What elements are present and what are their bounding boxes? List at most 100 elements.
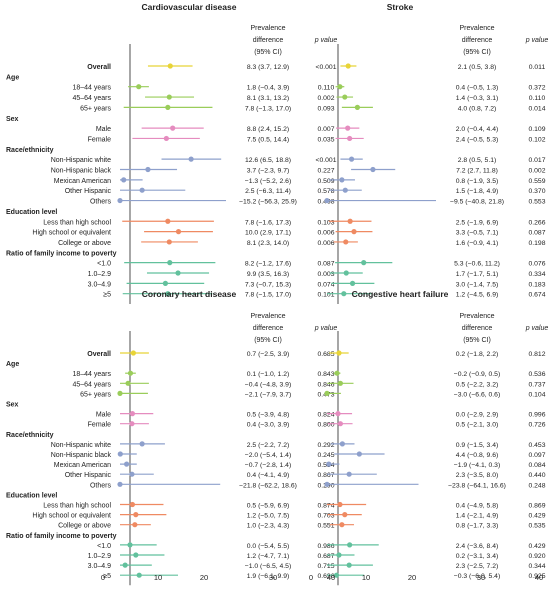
- point-estimate: [336, 552, 342, 558]
- point-estimate: [129, 501, 136, 508]
- p-value: 0.183: [528, 281, 545, 288]
- x-tick-label: 30: [269, 573, 277, 582]
- row-label: 3.0–4.9: [88, 281, 111, 288]
- p-value: <0.001: [316, 64, 337, 71]
- ci-value: 7.2 (2.7, 11.8): [456, 168, 498, 175]
- point-estimate: [121, 177, 127, 183]
- x-tick-label: 20: [200, 573, 208, 582]
- ci-header: difference: [253, 37, 284, 44]
- ci-value: 2.5 (−2.2, 7.2): [247, 442, 290, 449]
- row-label: Non-Hispanic white: [51, 157, 111, 164]
- p-value: 0.846: [317, 381, 334, 388]
- p-value-header: p value: [525, 37, 549, 44]
- point-estimate: [346, 471, 352, 477]
- point-estimate: [163, 135, 169, 142]
- p-value: 0.715: [317, 563, 334, 570]
- panel-title: Congestive heart failure: [352, 289, 449, 299]
- row-label: Other Hispanic: [65, 188, 112, 195]
- ci-value: −23.8 (−64.1, 16.6): [448, 482, 506, 489]
- point-estimate: [341, 291, 347, 297]
- point-estimate: [337, 84, 343, 90]
- p-value: 0.014: [528, 105, 545, 112]
- ci-header: Prevalence: [250, 313, 285, 320]
- point-estimate: [324, 390, 330, 396]
- ci-value: 4.4 (−0.8, 9.6): [456, 452, 499, 459]
- ci-header: difference: [462, 37, 493, 44]
- ci-value: 2.4 (−3.6, 8.4): [456, 543, 499, 550]
- p-value: 0.011: [529, 64, 546, 71]
- point-estimate: [122, 562, 128, 568]
- point-estimate: [351, 229, 357, 235]
- p-value: 0.370: [528, 188, 545, 195]
- point-estimate: [339, 522, 345, 528]
- point-estimate: [334, 370, 340, 376]
- ci-value: 2.8 (0.5, 5.1): [458, 157, 497, 164]
- p-value: 0.726: [528, 422, 545, 429]
- p-value: 0.703: [317, 513, 334, 520]
- point-estimate: [117, 451, 123, 457]
- panel-title: Coronary heart disease: [142, 289, 237, 299]
- p-value: 0.867: [317, 472, 334, 479]
- p-value: 0.003: [317, 271, 334, 278]
- row-label: Overall: [87, 64, 111, 71]
- group-header-label: Ratio of family income to poverty: [6, 533, 117, 540]
- ci-value: 1.6 (−0.9, 4.1): [456, 240, 499, 247]
- point-estimate: [133, 511, 139, 518]
- p-value: 0.551: [317, 523, 334, 530]
- ci-value: 5.3 (−0.6, 11.2): [454, 261, 500, 268]
- ci-value: 3.0 (−1.4, 7.5): [456, 281, 499, 288]
- point-estimate: [324, 197, 330, 204]
- row-label: Others: [90, 482, 112, 489]
- point-estimate: [335, 411, 341, 417]
- ci-value: 2.3 (−3.5, 8.0): [456, 472, 499, 479]
- x-tick-label: 40: [535, 573, 543, 582]
- row-label: Non-Hispanic black: [51, 452, 112, 459]
- ci-value: −1.9 (−4.1, 0.3): [454, 462, 500, 469]
- x-tick-label: 0: [309, 573, 313, 582]
- p-value: 0.812: [528, 351, 545, 358]
- row-label: Mexican American: [54, 178, 111, 185]
- ci-value: −0.4 (−4.8, 3.9): [245, 381, 291, 388]
- ci-value: 2.0 (−0.4, 4.4): [456, 126, 499, 133]
- ci-value: 0.2 (−3.1, 3.4): [456, 553, 499, 560]
- group-header-label: Ratio of family income to poverty: [6, 250, 117, 257]
- point-estimate: [346, 562, 352, 568]
- p-value: 0.248: [528, 482, 545, 489]
- ci-value: 1.7 (−1.7, 5.1): [456, 271, 499, 278]
- point-estimate: [170, 125, 176, 131]
- ci-value: 8.3 (3.7, 12.9): [247, 64, 289, 71]
- point-estimate: [342, 187, 348, 193]
- x-tick-label: 10: [362, 573, 370, 582]
- p-value: 0.104: [528, 391, 545, 398]
- ci-header: Prevalence: [459, 25, 494, 32]
- point-estimate: [370, 166, 376, 173]
- p-value: 0.110: [318, 85, 335, 92]
- p-value: 0.869: [528, 503, 545, 510]
- ci-header: difference: [253, 325, 284, 332]
- ci-value: 2.3 (−2.5, 7.2): [456, 563, 499, 570]
- ci-value: 2.5 (−6.3, 11.4): [245, 188, 291, 195]
- ci-value: 7.5 (0.5, 14.4): [247, 136, 289, 143]
- ci-header: (95% CI): [254, 49, 282, 56]
- p-value: 0.245: [317, 452, 334, 459]
- p-value: 0.578: [317, 188, 334, 195]
- group-header-label: Sex: [6, 116, 19, 123]
- row-label: 45–64 years: [72, 381, 111, 388]
- point-estimate: [117, 481, 123, 487]
- group-header-label: Age: [6, 361, 19, 368]
- p-value: 0.986: [317, 543, 334, 550]
- point-estimate: [175, 270, 181, 276]
- p-value: 0.110: [529, 95, 546, 102]
- ci-value: 3.7 (−2.3, 9.7): [247, 168, 290, 175]
- point-estimate: [139, 187, 145, 193]
- ci-value: −2.1 (−7.9, 3.7): [245, 391, 291, 398]
- point-estimate: [129, 471, 135, 477]
- ci-value: 0.4 (−0.5, 1.3): [456, 85, 499, 92]
- row-label: 45–64 years: [72, 95, 111, 102]
- p-value: 0.035: [317, 136, 334, 143]
- point-estimate: [343, 239, 349, 245]
- point-estimate: [129, 421, 135, 427]
- point-estimate: [347, 218, 353, 224]
- p-value: 0.093: [317, 105, 334, 112]
- row-label: Female: [88, 422, 111, 429]
